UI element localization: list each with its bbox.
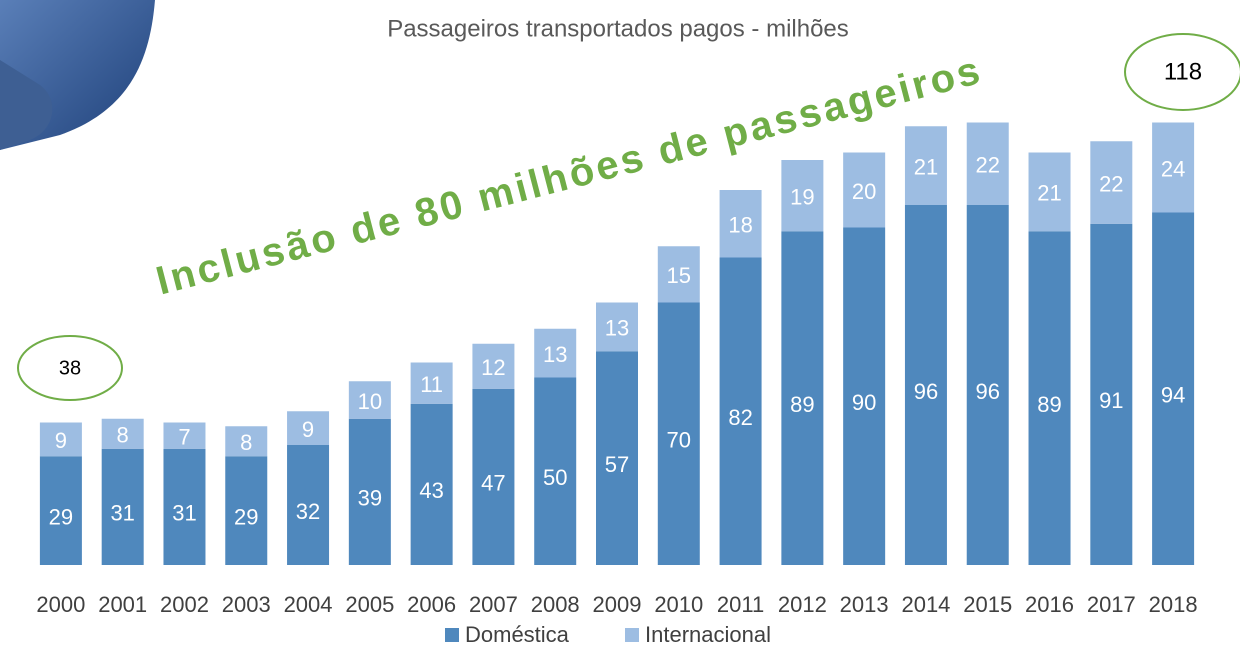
annotation: 118 <box>1164 58 1202 85</box>
value-label: 32 <box>296 499 320 524</box>
annotation: 38 <box>59 357 81 379</box>
value-label: 89 <box>790 392 814 417</box>
value-label: 8 <box>117 423 129 448</box>
legend-swatch <box>625 628 639 642</box>
value-label: 91 <box>1099 388 1123 413</box>
x-tick-label: 2012 <box>778 592 827 617</box>
value-label: 7 <box>178 424 190 449</box>
value-label: 96 <box>975 379 999 404</box>
value-label: 89 <box>1037 392 1061 417</box>
value-label: 8 <box>240 430 252 455</box>
value-label: 12 <box>481 355 505 380</box>
value-label: 43 <box>419 478 443 503</box>
x-tick-label: 2011 <box>717 592 764 617</box>
x-tick-label: 2016 <box>1025 592 1074 617</box>
x-tick-label: 2004 <box>284 592 333 617</box>
value-label: 31 <box>110 501 134 526</box>
chart: Passageiros transportados pagos - milhõe… <box>0 0 1240 646</box>
value-label: 11 <box>420 372 443 397</box>
page: Passageiros transportados pagos - milhõe… <box>0 0 1240 646</box>
value-label: 13 <box>605 316 629 341</box>
x-tick-label: 2005 <box>345 592 394 617</box>
value-label: 57 <box>605 452 629 477</box>
value-label: 70 <box>667 428 691 453</box>
x-tick-label: 2015 <box>963 592 1012 617</box>
value-label: 50 <box>543 465 567 490</box>
value-label: 22 <box>975 153 999 178</box>
x-tick-label: 2010 <box>654 592 703 617</box>
value-label: 94 <box>1161 383 1185 408</box>
value-label: 19 <box>790 184 814 209</box>
x-tick-label: 2007 <box>469 592 518 617</box>
value-label: 31 <box>172 501 196 526</box>
value-label: 90 <box>852 390 876 415</box>
x-tick-label: 2017 <box>1087 592 1136 617</box>
value-label: 96 <box>914 379 938 404</box>
chart-title: Passageiros transportados pagos - milhõe… <box>387 15 849 42</box>
legend-swatch <box>445 628 459 642</box>
x-tick-label: 2000 <box>36 592 85 617</box>
value-label: 10 <box>358 389 382 414</box>
value-label: 22 <box>1099 171 1123 196</box>
legend-label: Doméstica <box>465 622 570 646</box>
x-tick-label: 2009 <box>593 592 642 617</box>
x-tick-label: 2018 <box>1149 592 1198 617</box>
value-label: 9 <box>302 417 314 442</box>
value-label: 18 <box>728 213 752 238</box>
x-tick-label: 2001 <box>98 592 147 617</box>
value-label: 9 <box>55 428 67 453</box>
value-label: 47 <box>481 471 505 496</box>
legend-label: Internacional <box>645 622 771 646</box>
x-tick-label: 2008 <box>531 592 580 617</box>
x-tick-label: 2014 <box>901 592 950 617</box>
x-tick-label: 2013 <box>840 592 889 617</box>
decoration <box>0 0 155 150</box>
value-label: 21 <box>1037 181 1061 206</box>
value-label: 15 <box>667 263 691 288</box>
value-label: 24 <box>1161 156 1185 181</box>
value-label: 39 <box>358 486 382 511</box>
value-label: 82 <box>728 405 752 430</box>
value-label: 20 <box>852 179 876 204</box>
x-tick-label: 2003 <box>222 592 271 617</box>
x-tick-label: 2002 <box>160 592 209 617</box>
value-label: 21 <box>914 154 938 179</box>
value-label: 29 <box>49 504 73 529</box>
x-tick-label: 2006 <box>407 592 456 617</box>
value-label: 13 <box>543 342 567 367</box>
value-label: 29 <box>234 504 258 529</box>
